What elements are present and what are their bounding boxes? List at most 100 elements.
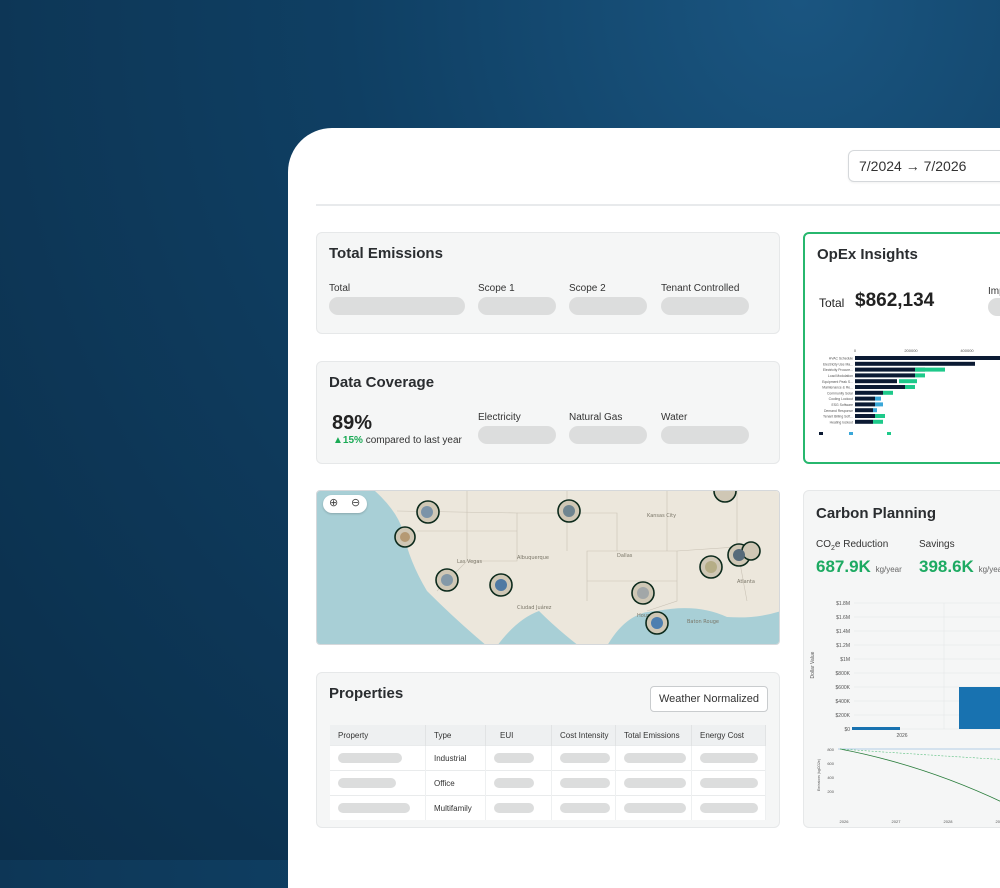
lower-y-tick: 400: [827, 775, 834, 780]
savings-label: Savings: [919, 539, 955, 550]
properties-table: Property Type EUI Cost Intensity Total E…: [330, 725, 766, 820]
property-map[interactable]: Kansas City Albuquerque Las Vegas Dallas…: [316, 490, 780, 645]
placeholder-cell: [700, 803, 758, 813]
opex-category-label: Community Solar: [827, 391, 854, 395]
table-row[interactable]: Industrial: [330, 745, 766, 771]
carbon-y-tick: $400K: [836, 699, 851, 705]
table-header-row: Property Type EUI Cost Intensity Total E…: [330, 725, 766, 746]
placeholder-cell: [494, 803, 534, 813]
opex-bar: [855, 396, 875, 401]
dashboard-window: 7/2024 → 7/2026 Total Emissions Total Sc…: [288, 128, 1000, 888]
opex-bar-segment: [883, 390, 893, 395]
total-emissions-title: Total Emissions: [329, 245, 443, 262]
opex-secondary-label: Imp: [988, 286, 1000, 297]
column-header-property[interactable]: Property: [330, 725, 426, 746]
svg-text:Houston: Houston: [637, 613, 658, 619]
opex-category-label: ESG Software: [832, 403, 854, 407]
metric-label-tenant: Tenant Controlled: [661, 283, 740, 294]
opex-category-label: Heating lockout: [830, 420, 853, 424]
placeholder-cell: [560, 753, 610, 763]
opex-total-label: Total: [819, 296, 845, 310]
carbon-y-tick: $1.6M: [836, 615, 850, 621]
weather-normalized-button[interactable]: Weather Normalized: [650, 686, 768, 712]
opex-bar: [855, 402, 875, 407]
zoom-in-icon[interactable]: ⊕: [329, 497, 339, 509]
column-header-cost-intensity[interactable]: Cost Intensity: [551, 725, 616, 746]
svg-text:Albuquerque: Albuquerque: [517, 555, 549, 561]
up-arrow-icon: ▲: [333, 435, 343, 446]
carbon-title: Carbon Planning: [816, 505, 936, 522]
delta-text: compared to last year: [365, 435, 462, 446]
carbon-y-tick: $0: [844, 727, 850, 733]
opex-bar-segment: [915, 373, 925, 378]
lower-x-tick: 2026: [840, 819, 850, 824]
opex-bar: [855, 379, 897, 384]
placeholder-cell: [624, 803, 686, 813]
column-header-total-emissions[interactable]: Total Emissions: [615, 725, 692, 746]
map-canvas[interactable]: Kansas City Albuquerque Las Vegas Dallas…: [317, 491, 780, 645]
lower-x-tick: 2028: [944, 819, 954, 824]
opex-axis-tick: 200000: [904, 348, 918, 353]
placeholder-cell: [700, 753, 758, 763]
placeholder-cell: [338, 753, 402, 763]
lower-y-tick: 200: [827, 789, 834, 794]
opex-bar-segment: [899, 379, 917, 384]
metric-label-water: Water: [661, 412, 688, 423]
opex-bar-segment: [915, 367, 945, 372]
column-header-eui[interactable]: EUI: [485, 725, 552, 746]
opex-bar: [855, 385, 905, 389]
opex-bar: [855, 356, 1000, 360]
opex-axis-tick: 400000: [960, 348, 974, 353]
opex-insights-card[interactable]: OpEx Insights Total $862,134 Imp 0 200000…: [803, 232, 1000, 464]
placeholder-cell: [338, 778, 396, 788]
carbon-x-tick: 2026: [896, 733, 907, 739]
opex-bar-segment: [873, 408, 877, 413]
opex-bar: [855, 419, 873, 424]
svg-text:Las Vegas: Las Vegas: [457, 559, 482, 565]
placeholder-electricity: [478, 426, 556, 444]
carbon-y-tick: $200K: [836, 713, 851, 719]
opex-total-value: $862,134: [855, 290, 935, 311]
lower-x-tick: 2029: [996, 819, 1000, 824]
placeholder-cell: [700, 778, 758, 788]
total-emissions-card: Total Emissions Total Scope 1 Scope 2 Te…: [316, 232, 780, 334]
carbon-y-tick: $800K: [836, 671, 851, 677]
carbon-y-tick: $1.8M: [836, 601, 850, 607]
table-row[interactable]: Multifamily: [330, 795, 766, 820]
carbon-planning-card: Carbon Planning CO2e Reduction Savings 6…: [803, 490, 1000, 828]
opex-category-label: Cooling Lockout: [829, 397, 853, 401]
svg-text:Baton Rouge: Baton Rouge: [687, 619, 719, 625]
header-divider: [316, 204, 1000, 206]
carbon-cost-chart: $1.8M $1.6M $1.4M $1.2M $1M $800K $600K $400K $2…: [810, 601, 1000, 824]
opex-category-label: Demand Response: [824, 409, 853, 413]
column-header-energy-cost[interactable]: Energy Cost: [691, 725, 766, 746]
lower-line-target: [839, 748, 1000, 760]
placeholder-opex: [988, 298, 1000, 316]
opex-category-label: Equipment Peak S...: [822, 380, 853, 384]
opex-category-label: Maintenance & Re...: [822, 386, 853, 390]
lower-line-reduction: [839, 748, 1000, 802]
lower-x-tick: 2027: [892, 819, 902, 824]
carbon-bar: [852, 727, 900, 730]
opex-category-label: Electricity Procure...: [823, 368, 853, 372]
opex-bar-segment: [905, 385, 915, 389]
co2-reduction-value: 687.9K kg/year: [816, 557, 902, 576]
placeholder-cell: [624, 753, 686, 763]
opex-category-label: Tenant Billing Soft...: [823, 415, 853, 419]
svg-text:Kansas City: Kansas City: [647, 513, 676, 519]
opex-legend-swatch: [887, 432, 891, 435]
opex-category-label: Electricity Use Ma...: [823, 362, 853, 366]
co2-reduction-label: CO2e Reduction: [816, 539, 889, 552]
date-range-picker[interactable]: 7/2024 → 7/2026: [848, 150, 1000, 182]
svg-text:Ciudad Juárez: Ciudad Juárez: [517, 604, 552, 611]
metric-label-gas: Natural Gas: [569, 412, 623, 423]
properties-title: Properties: [329, 685, 404, 702]
opex-bar: [855, 373, 915, 378]
opex-bar: [855, 367, 925, 372]
table-row[interactable]: Office: [330, 770, 766, 796]
opex-bar: [855, 414, 875, 418]
metric-label-electricity: Electricity: [478, 412, 521, 423]
zoom-out-icon[interactable]: ⊖: [351, 497, 361, 509]
column-header-type[interactable]: Type: [425, 725, 486, 746]
cell-type: Industrial: [425, 745, 486, 771]
